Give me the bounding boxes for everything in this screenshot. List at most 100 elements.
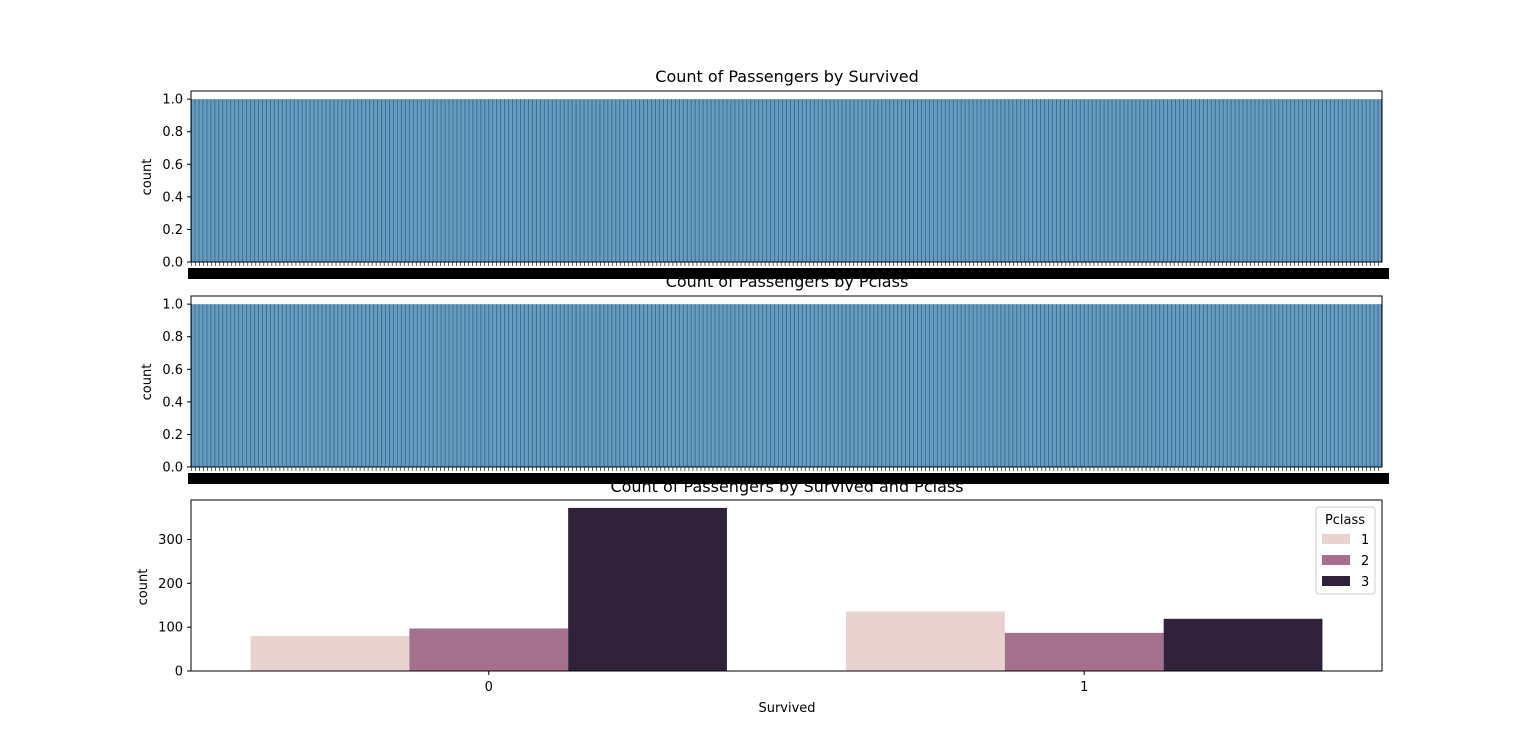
bar (1364, 99, 1366, 262)
bar (1137, 304, 1139, 467)
x-axis-label: Survived (758, 701, 815, 716)
bar (883, 99, 885, 262)
bar (874, 99, 876, 262)
bar (1117, 99, 1119, 262)
bar (717, 304, 719, 467)
bar (1161, 99, 1163, 262)
bar (370, 99, 372, 262)
bar (323, 99, 325, 262)
bar (641, 99, 643, 262)
bar (990, 99, 992, 262)
bar (1082, 304, 1084, 467)
bar (522, 99, 524, 262)
bar (1193, 99, 1195, 262)
bar (368, 99, 370, 262)
bar (822, 304, 824, 467)
bar (220, 304, 222, 467)
bar (568, 304, 570, 467)
bar (478, 304, 480, 467)
bar (967, 99, 969, 262)
bar (1153, 99, 1155, 262)
bar (688, 99, 690, 262)
bar (197, 304, 199, 467)
bar (362, 304, 364, 467)
bar (927, 304, 929, 467)
bar (1085, 304, 1087, 467)
bar (1308, 304, 1310, 467)
bar (1097, 304, 1099, 467)
bar (1085, 99, 1087, 262)
bar (982, 99, 984, 262)
bar (1330, 99, 1332, 262)
bar (1299, 304, 1301, 467)
bar-group (250, 507, 1323, 671)
bar (1105, 304, 1107, 467)
bar (481, 304, 483, 467)
bar (509, 304, 511, 467)
bar (296, 304, 298, 467)
bar (1018, 99, 1020, 262)
bar (703, 99, 705, 262)
bar (1009, 99, 1011, 262)
bar (1288, 99, 1290, 262)
bar (1053, 99, 1055, 262)
bar (578, 304, 580, 467)
bar (249, 304, 252, 467)
bar (1208, 99, 1210, 262)
bar (949, 304, 951, 467)
bar (1300, 304, 1302, 467)
bar-group (191, 99, 1382, 262)
bar (553, 304, 555, 467)
bar (303, 304, 305, 467)
bar (612, 304, 614, 467)
bar (564, 99, 566, 262)
bar (473, 304, 475, 467)
bar (606, 99, 608, 262)
bar (891, 99, 893, 262)
bar (665, 304, 667, 467)
bar (736, 304, 738, 467)
bar (1063, 99, 1066, 262)
bar (928, 304, 931, 467)
bar (573, 99, 575, 262)
bar (378, 304, 380, 467)
bar (998, 304, 1000, 467)
bar (800, 99, 802, 262)
bar (248, 304, 250, 467)
bar (1022, 99, 1024, 262)
bar (765, 99, 767, 262)
bar (517, 99, 519, 262)
bar (689, 99, 691, 262)
bar (973, 99, 975, 262)
bar (1240, 304, 1242, 467)
y-tick-label: 100 (158, 621, 183, 636)
bar (482, 304, 484, 467)
bar (994, 304, 996, 467)
bar (815, 99, 817, 262)
bar (890, 304, 892, 467)
bar (687, 304, 689, 467)
bar (1149, 99, 1151, 262)
axes-frame (190, 90, 1383, 263)
bar (1108, 99, 1110, 262)
bar (836, 99, 838, 262)
bar (863, 99, 865, 262)
bar (1292, 99, 1294, 262)
bar (453, 304, 455, 467)
bar (237, 304, 239, 467)
bar (907, 99, 909, 262)
bar (1128, 99, 1130, 262)
bar (941, 304, 943, 467)
bar (1161, 304, 1163, 467)
bar (1358, 304, 1360, 467)
bar (1287, 304, 1289, 467)
bar (859, 304, 861, 467)
bar (1199, 304, 1201, 467)
bar (398, 99, 400, 262)
bar (963, 304, 965, 467)
bar (1284, 99, 1286, 262)
bar (629, 304, 631, 467)
bar (1354, 304, 1356, 467)
bar (534, 304, 536, 467)
bar (209, 304, 211, 467)
